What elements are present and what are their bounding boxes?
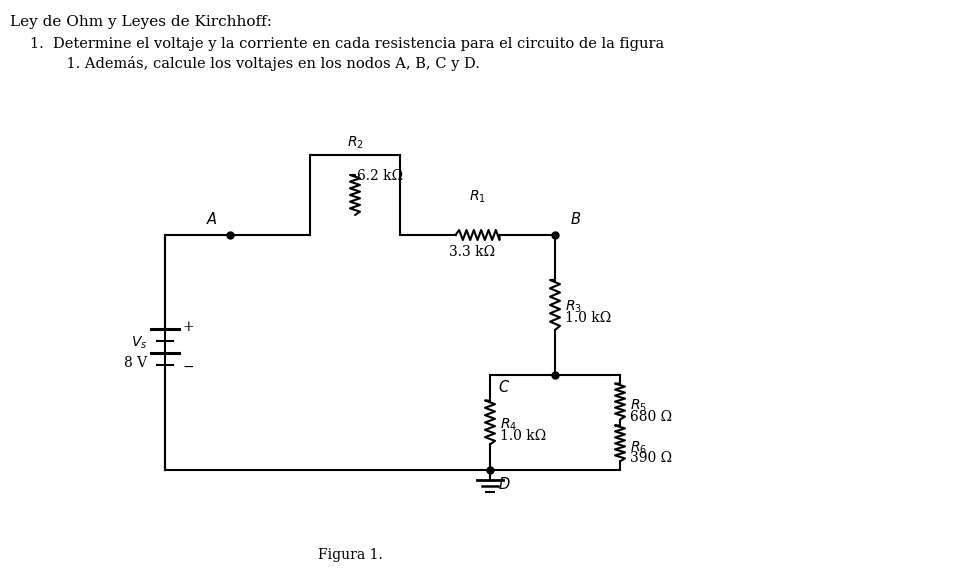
Text: $R_4$: $R_4$ [499,416,517,433]
Text: $R_2$: $R_2$ [346,135,363,151]
Text: Figura 1.: Figura 1. [318,548,382,562]
Text: 680 Ω: 680 Ω [629,410,671,423]
Text: $C$: $C$ [497,379,510,395]
Text: 1.0 kΩ: 1.0 kΩ [499,429,546,443]
Text: 390 Ω: 390 Ω [629,452,671,465]
Text: 1.0 kΩ: 1.0 kΩ [565,311,611,325]
Text: 3.3 kΩ: 3.3 kΩ [449,245,495,259]
Text: $V_s$: $V_s$ [131,335,147,350]
Text: $R_5$: $R_5$ [629,397,647,414]
Text: $D$: $D$ [497,476,510,492]
Text: $R_3$: $R_3$ [565,299,581,315]
Text: $B$: $B$ [570,211,580,227]
Text: 1.  Determine el voltaje y la corriente en cada resistencia para el circuito de : 1. Determine el voltaje y la corriente e… [30,37,663,51]
Text: 6.2 kΩ: 6.2 kΩ [357,169,403,183]
Text: +: + [183,319,194,333]
Text: $R_6$: $R_6$ [629,439,647,456]
Text: −: − [183,359,194,373]
Text: $R_1$: $R_1$ [469,189,486,205]
Text: Ley de Ohm y Leyes de Kirchhoff:: Ley de Ohm y Leyes de Kirchhoff: [10,15,272,29]
Text: $A$: $A$ [206,211,218,227]
Text: 8 V: 8 V [124,356,147,369]
Text: 1. Además, calcule los voltajes en los nodos A, B, C y D.: 1. Además, calcule los voltajes en los n… [48,56,480,71]
